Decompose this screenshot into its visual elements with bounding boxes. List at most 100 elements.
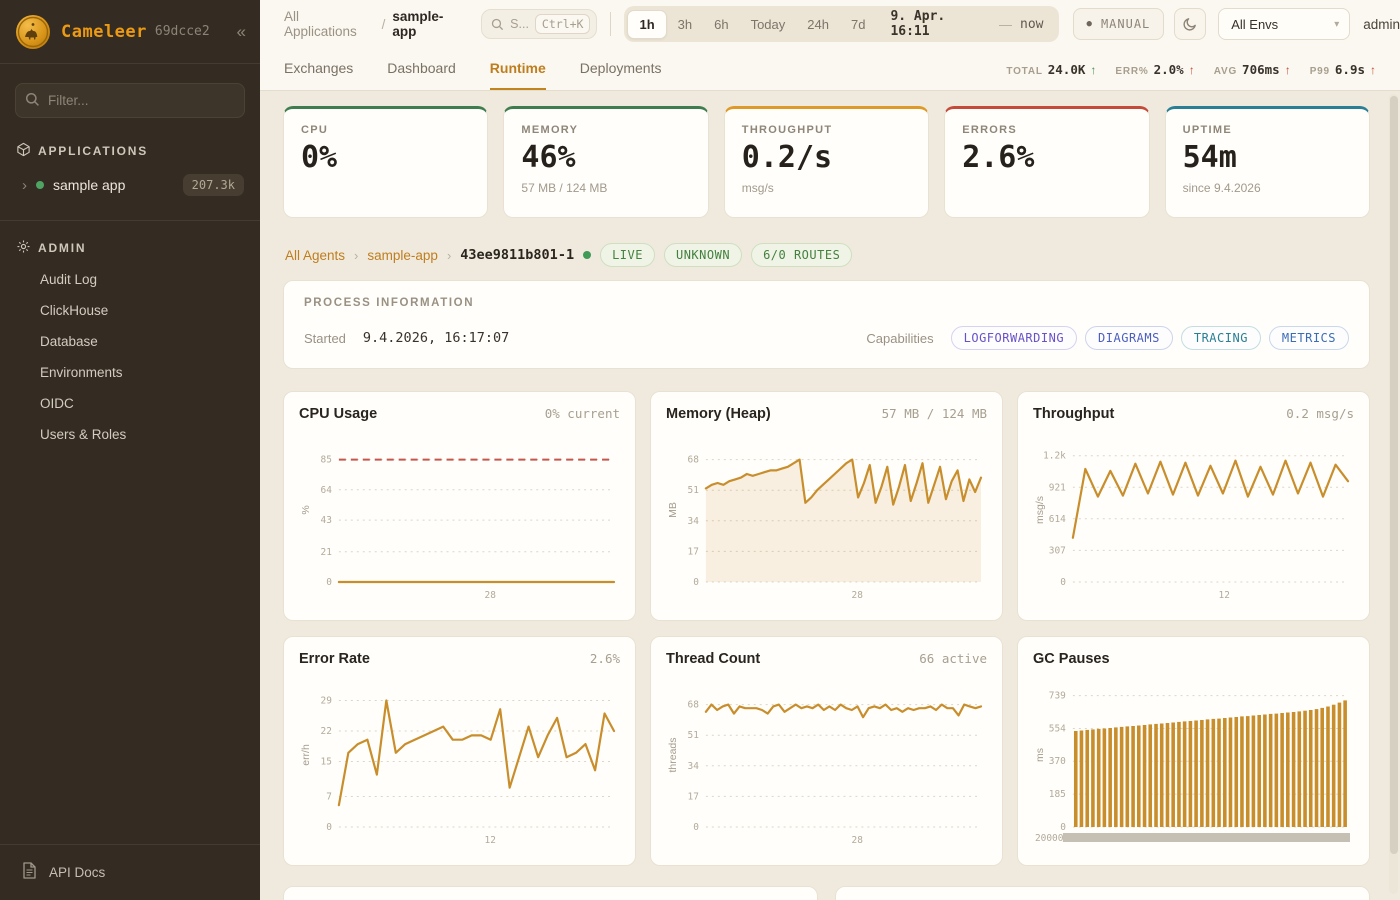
search-placeholder-text: S... bbox=[510, 17, 529, 31]
chart-throughput: Throughput 0.2 msg/s 0 307 614 921 1.2k 12 msg/… bbox=[1017, 391, 1370, 621]
svg-text:370: 370 bbox=[1049, 756, 1066, 767]
sidebar-item-users-roles[interactable]: Users & Roles bbox=[40, 427, 127, 442]
chart-current-value: 66 active bbox=[919, 651, 987, 666]
applications-section-header: APPLICATIONS bbox=[16, 142, 244, 160]
agent-live-dot bbox=[583, 251, 592, 259]
chart-current-value: 0.2 msg/s bbox=[1286, 406, 1354, 421]
document-icon bbox=[22, 862, 37, 882]
cpu-usage-plot: 0 21 43 64 85 28% bbox=[301, 455, 616, 601]
trend-up-icon: ↑ bbox=[1284, 62, 1291, 77]
sidebar-item-api-docs[interactable]: API Docs bbox=[0, 845, 260, 900]
chart-title: Throughput bbox=[1033, 406, 1115, 422]
svg-text:threads: threads bbox=[668, 738, 679, 773]
tab-dashboard[interactable]: Dashboard bbox=[387, 60, 456, 76]
agent-breadcrumb: All Agents › sample-app › 43ee9811b801-1… bbox=[285, 243, 1368, 267]
svg-text:28: 28 bbox=[852, 590, 864, 601]
svg-text:MB: MB bbox=[668, 502, 679, 518]
chart-current-value: 2.6% bbox=[589, 651, 620, 666]
runtime-content: CPU 0% MEMORY 46% 57 MB / 124 MB THROUGH… bbox=[260, 92, 1400, 900]
svg-text:12: 12 bbox=[1219, 590, 1230, 601]
sidebar-item-audit-log[interactable]: Audit Log bbox=[40, 272, 98, 287]
sidebar-item-database[interactable]: Database bbox=[40, 334, 98, 349]
metric-value: 0% bbox=[301, 140, 338, 175]
metric-sub: msg/s bbox=[741, 181, 774, 195]
svg-text:msg/s: msg/s bbox=[1035, 496, 1046, 524]
sidebar-item-environments[interactable]: Environments bbox=[40, 365, 123, 380]
env-selector[interactable]: All Envs ▾ bbox=[1218, 8, 1351, 40]
process-information-card: PROCESS INFORMATION Started 9.4.2026, 16… bbox=[283, 280, 1370, 369]
time-range-1h[interactable]: 1h bbox=[627, 9, 667, 39]
scrollbar-thumb[interactable] bbox=[1389, 96, 1398, 854]
global-search-button[interactable]: S... Ctrl+K bbox=[481, 9, 598, 39]
time-range-display[interactable]: 9. Apr. 16:11 — now bbox=[876, 9, 1055, 39]
svg-text:68: 68 bbox=[688, 700, 700, 711]
breadcrumb-all-applications[interactable]: All Applications bbox=[284, 9, 357, 39]
sidebar-header: Cameleer 69dcce2 « bbox=[0, 0, 260, 64]
metric-card-throughput: THROUGHPUT 0.2/s msg/s bbox=[723, 106, 930, 218]
chart-error-rate: Error Rate 2.6% 0 7 15 22 29 12 err/h bbox=[283, 636, 636, 866]
header-stats: TOTAL 24.0K ↑ ERR% 2.0% ↑ AVG 706ms ↑ P9… bbox=[1006, 48, 1376, 90]
tab-deployments[interactable]: Deployments bbox=[579, 60, 662, 76]
metric-value: 2.6% bbox=[962, 140, 1035, 175]
applications-label: APPLICATIONS bbox=[38, 144, 149, 158]
chart-thread-count: Thread Count 66 active 0 17 34 51 68 28 threads bbox=[650, 636, 1003, 866]
link-sample-app[interactable]: sample-app bbox=[367, 247, 438, 263]
link-all-agents[interactable]: All Agents bbox=[285, 247, 346, 263]
svg-text:0: 0 bbox=[693, 577, 699, 588]
sidebar-item-sample-app[interactable]: › sample app 207.3k bbox=[0, 168, 260, 202]
badge-routes: 6/0 ROUTES bbox=[751, 243, 853, 267]
stat-total: TOTAL 24.0K ↑ bbox=[1006, 62, 1096, 77]
chart-title: Error Rate bbox=[299, 651, 370, 667]
scrollbar[interactable] bbox=[1389, 94, 1398, 894]
dark-mode-toggle[interactable] bbox=[1174, 8, 1207, 40]
time-range-6h[interactable]: 6h bbox=[703, 11, 739, 38]
svg-text:err/h: err/h bbox=[301, 744, 312, 766]
svg-text:15: 15 bbox=[321, 756, 332, 767]
application-log-card: APPLICATION LOG 100 entries ↓ ⟳ bbox=[283, 886, 818, 900]
filter-input[interactable] bbox=[15, 83, 245, 118]
time-range-24h[interactable]: 24h bbox=[796, 11, 840, 38]
metric-card-errors: ERRORS 2.6% bbox=[944, 106, 1150, 218]
stat-err: ERR% 2.0% ↑ bbox=[1115, 62, 1194, 77]
svg-text:34: 34 bbox=[688, 761, 700, 772]
trend-up-icon: ↑ bbox=[1370, 62, 1376, 77]
tab-runtime[interactable]: Runtime bbox=[489, 48, 546, 90]
stat-p99: P99 6.9s ↑ bbox=[1310, 62, 1376, 77]
user-menu[interactable]: admin bbox=[1363, 16, 1400, 32]
chart-current-value: 57 MB / 124 MB bbox=[881, 406, 987, 421]
gc-pauses-plot: 018537055473920000000000000000ms bbox=[1035, 691, 1351, 844]
trend-up-icon: ↑ bbox=[1090, 62, 1097, 77]
svg-text:34: 34 bbox=[688, 516, 700, 527]
svg-text:51: 51 bbox=[688, 730, 700, 741]
svg-text:0: 0 bbox=[326, 577, 332, 588]
app-count-badge: 207.3k bbox=[182, 174, 244, 196]
manual-refresh-button[interactable]: ● MANUAL bbox=[1072, 8, 1165, 40]
tab-exchanges[interactable]: Exchanges bbox=[284, 60, 354, 76]
chevron-right-icon[interactable]: › bbox=[22, 176, 27, 194]
metric-value: 46% bbox=[521, 140, 576, 175]
sidebar-collapse-icon[interactable]: « bbox=[236, 21, 246, 41]
stat-label: TOTAL bbox=[1006, 65, 1043, 77]
process-info-row: Started 9.4.2026, 16:17:07 Capabilities … bbox=[304, 326, 1349, 350]
stat-value: 2.0% bbox=[1153, 61, 1184, 77]
metric-card-memory: MEMORY 46% 57 MB / 124 MB bbox=[503, 106, 709, 218]
admin-label: ADMIN bbox=[38, 241, 87, 255]
brand-name: Cameleer bbox=[61, 21, 147, 42]
timeline-card: Timeline 4 events ↓ ⟳ bbox=[835, 886, 1370, 900]
package-icon bbox=[16, 142, 31, 160]
bottom-panels: APPLICATION LOG 100 entries ↓ ⟳ Timeline… bbox=[283, 886, 1370, 900]
sidebar-item-oidc[interactable]: OIDC bbox=[40, 396, 74, 411]
badge-unknown: UNKNOWN bbox=[663, 243, 743, 267]
svg-text:185: 185 bbox=[1049, 789, 1066, 800]
metric-cards: CPU 0% MEMORY 46% 57 MB / 124 MB THROUGH… bbox=[283, 106, 1370, 218]
metric-card-uptime: UPTIME 54m since 9.4.2026 bbox=[1164, 106, 1370, 218]
time-range-3h[interactable]: 3h bbox=[667, 11, 703, 38]
time-range-7d[interactable]: 7d bbox=[840, 11, 876, 38]
chart-title: CPU Usage bbox=[299, 406, 378, 422]
metric-label: THROUGHPUT bbox=[741, 124, 833, 136]
sidebar-item-clickhouse[interactable]: ClickHouse bbox=[40, 303, 109, 318]
time-range-today[interactable]: Today bbox=[740, 11, 797, 38]
capability-diagrams: DIAGRAMS bbox=[1085, 326, 1173, 350]
metric-label: MEMORY bbox=[521, 124, 579, 136]
